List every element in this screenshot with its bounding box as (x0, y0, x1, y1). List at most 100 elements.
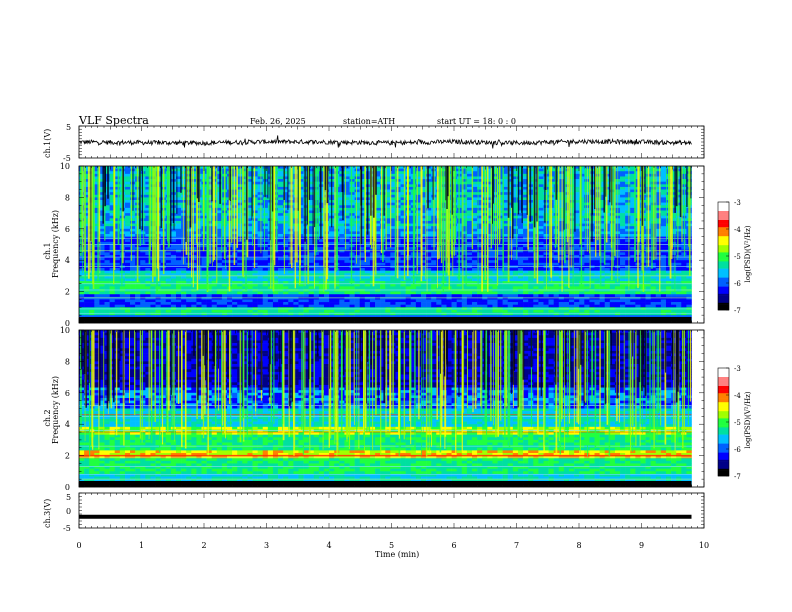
spectrogram-cell (84, 283, 90, 287)
spectrogram-cell (252, 234, 258, 237)
spectrogram-cell (288, 218, 294, 222)
spectrogram-cell (385, 252, 391, 256)
spectrogram-cell (436, 296, 442, 300)
spectrogram-cell (288, 186, 294, 190)
spectrogram-cell (191, 197, 197, 201)
spectrogram-cell (369, 249, 376, 253)
spectrogram-cell (99, 231, 105, 235)
spectrogram-cell (109, 184, 116, 188)
spectrogram-cell (84, 210, 90, 214)
spectrogram-cell (257, 205, 264, 209)
spectrogram-cell (466, 181, 473, 185)
spectrogram-cell (237, 265, 243, 269)
spectrogram-cell (364, 309, 371, 313)
spectrogram-cell (298, 205, 304, 209)
spectrogram-cell (247, 176, 253, 180)
spectrogram-cell (472, 249, 478, 253)
spectrogram-cell (191, 262, 197, 266)
spectrogram-cell (344, 315, 350, 319)
spectrogram-cell (160, 315, 167, 319)
spectrogram-cell (104, 309, 110, 313)
spectrogram-cell (324, 309, 330, 313)
spectrogram-cell (135, 294, 141, 298)
spectrogram-cell (278, 265, 284, 269)
spectrogram-cell (84, 299, 90, 303)
spectrogram-cell (89, 309, 95, 313)
spectrogram-cell (298, 252, 304, 256)
spectrogram-cell (119, 312, 126, 316)
spectrogram-cell (262, 226, 269, 230)
spectrogram-cell (415, 299, 422, 303)
spectrogram-cell (431, 268, 437, 271)
spectrogram-cell (298, 200, 304, 203)
spectrogram-cell (303, 231, 309, 235)
spectrogram-cell (466, 288, 473, 292)
spectrogram-cell (278, 228, 284, 232)
spectrogram-cell (247, 181, 253, 185)
spectrogram-cell (94, 207, 100, 211)
spectrogram-cell (354, 260, 361, 264)
spectrogram-cell (99, 260, 105, 264)
spectrogram-cell (257, 309, 264, 313)
spectrogram-cell (298, 257, 304, 261)
spectrogram-cell (196, 262, 202, 266)
spectrogram-cell (181, 197, 187, 201)
spectrogram-cell (99, 234, 105, 237)
spectrogram-cell (364, 260, 371, 264)
spectrogram-cell (109, 179, 116, 182)
spectrogram-cell (359, 254, 366, 258)
spectrogram-cell (221, 312, 228, 316)
spectrogram-cell (344, 320, 350, 324)
spectrogram-cell (318, 281, 325, 285)
spectrogram-cell (114, 220, 121, 224)
spectrogram-cell (472, 286, 478, 290)
spectrogram-cell (114, 299, 121, 303)
spectrogram-cell (288, 192, 294, 196)
spectrogram-cell (339, 260, 345, 264)
spectrogram-cell (216, 309, 223, 313)
spectrogram-cell (145, 320, 151, 324)
spectrogram-cell (436, 278, 442, 282)
spectrogram-cell (84, 223, 90, 227)
spectrogram-cell (145, 286, 151, 290)
spectrogram-cell (196, 288, 202, 292)
spectrogram-cell (181, 215, 187, 219)
spectrogram-cell (283, 294, 289, 298)
spectrogram-cell (181, 194, 187, 198)
spectrogram-cell (201, 265, 207, 269)
spectrogram-cell (175, 228, 182, 232)
spectrogram-cell (318, 275, 325, 279)
spectrogram-cell (344, 226, 350, 230)
spectrogram-cell (308, 213, 315, 217)
spectrogram-cell (385, 254, 391, 258)
spectrogram-cell (278, 262, 284, 266)
spectrogram-cell (303, 281, 309, 285)
spectrogram-cell (278, 260, 284, 264)
spectrogram-cell (364, 247, 371, 251)
spectrogram-cell (206, 296, 212, 300)
spectrogram-cell (288, 268, 294, 271)
spectrogram-cell (221, 309, 228, 313)
spectrogram-cell (130, 291, 136, 295)
spectrogram-cell (216, 254, 223, 258)
spectrogram-cell (283, 218, 289, 222)
spectrogram-cell (145, 278, 151, 282)
spectrogram-cell (436, 265, 442, 269)
spectrogram-cell (252, 260, 258, 264)
spectrogram-cell (278, 234, 284, 237)
spectrogram-cell (109, 223, 116, 227)
spectrogram-cell (175, 231, 182, 235)
spectrogram-cell (298, 244, 304, 248)
spectrogram-cell (181, 241, 187, 245)
spectrogram-cell (344, 302, 350, 305)
spectrogram-cell (150, 302, 156, 305)
spectrogram-cell (186, 291, 192, 295)
spectrogram-cell (431, 286, 437, 290)
spectrogram-cell (160, 283, 167, 287)
spectrogram-cell (191, 205, 197, 209)
spectrogram-cell (247, 288, 253, 292)
spectrogram-cell (104, 239, 110, 243)
spectrogram-cell (466, 202, 473, 206)
spectrogram-cell (308, 244, 315, 248)
spectrogram-cell (252, 197, 258, 201)
